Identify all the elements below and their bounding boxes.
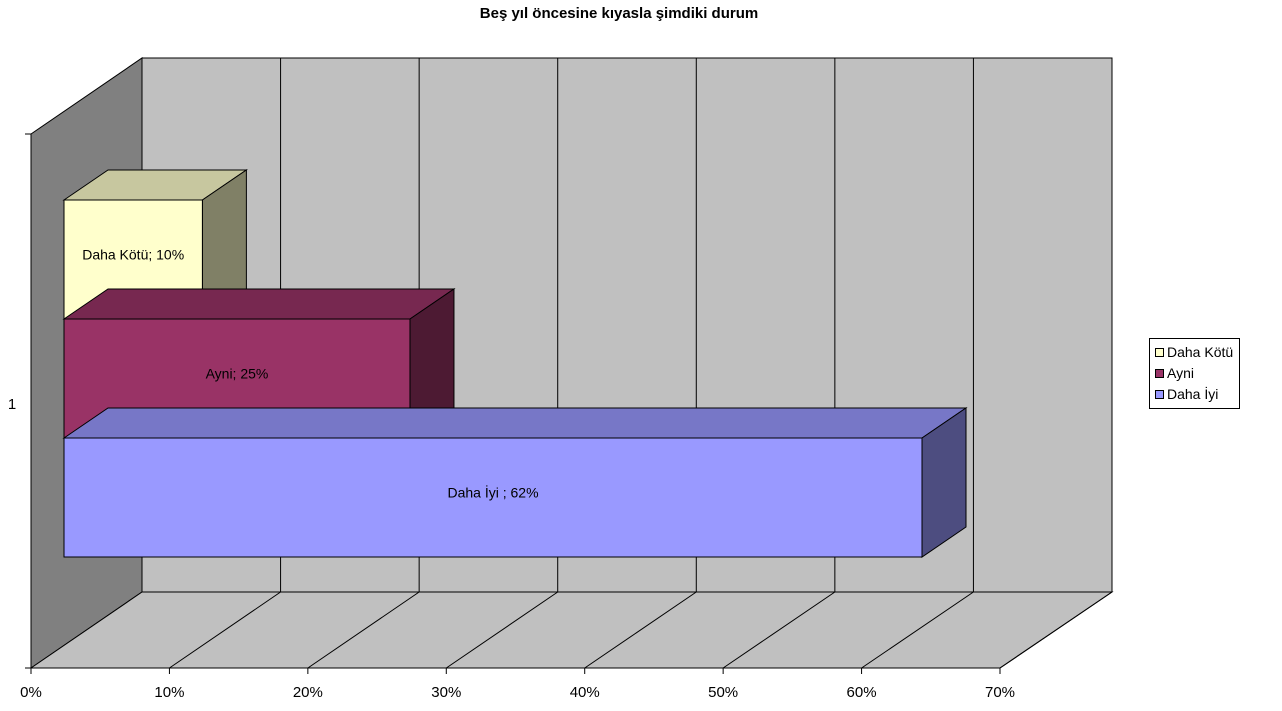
legend-swatch — [1155, 348, 1164, 357]
bar-top-face — [62, 288, 456, 320]
chart-title: Beş yıl öncesine kıyasla şimdiki durum — [480, 5, 758, 22]
floor-gridline — [584, 591, 697, 669]
x-tick-label: 70% — [985, 684, 1015, 701]
x-tick-label: 50% — [708, 684, 738, 701]
floor-gridline — [999, 591, 1113, 669]
legend-label: Ayni — [1167, 365, 1194, 381]
data-label: Daha İyi ; 62% — [447, 484, 538, 501]
floor-gridline — [446, 591, 558, 669]
floor-gridline — [861, 591, 974, 669]
legend-label: Daha Kötü — [1167, 344, 1234, 360]
data-label: Daha Kötü; 10% — [82, 247, 184, 263]
x-tick-label: 60% — [847, 684, 877, 701]
bar-front-face — [63, 437, 923, 558]
bars: Daha Kötü; 10% Ayni; 25% Daha İyi ; 62% — [62, 169, 968, 558]
x-tick-label: 20% — [293, 684, 323, 701]
bar-daha-i-yi: Daha İyi ; 62% — [62, 407, 968, 558]
x-tick-label: 40% — [570, 684, 600, 701]
x-axis-ticks: 0% 10% 20% 30% 40% 50% 60% 70% — [20, 668, 1015, 701]
legend-item: Daha İyi — [1155, 384, 1233, 405]
y-tick-label: 1 — [8, 396, 16, 413]
x-tick-label: 0% — [20, 684, 42, 701]
floor-gridline — [169, 591, 281, 669]
legend-label: Daha İyi — [1167, 386, 1219, 402]
legend-item: Daha Kötü — [1155, 342, 1233, 363]
legend-item: Ayni — [1155, 363, 1233, 384]
x-tick-label: 10% — [154, 684, 184, 701]
floor — [29, 591, 1114, 669]
bar-top-face — [62, 407, 968, 439]
legend-swatch — [1155, 369, 1164, 378]
legend: Daha Kötü Ayni Daha İyi — [1149, 338, 1241, 409]
x-tick-label: 30% — [431, 684, 461, 701]
data-label: Ayni; 25% — [206, 366, 269, 382]
floor-gridline — [722, 591, 836, 669]
floor-gridline — [307, 591, 420, 669]
legend-swatch — [1155, 390, 1164, 399]
